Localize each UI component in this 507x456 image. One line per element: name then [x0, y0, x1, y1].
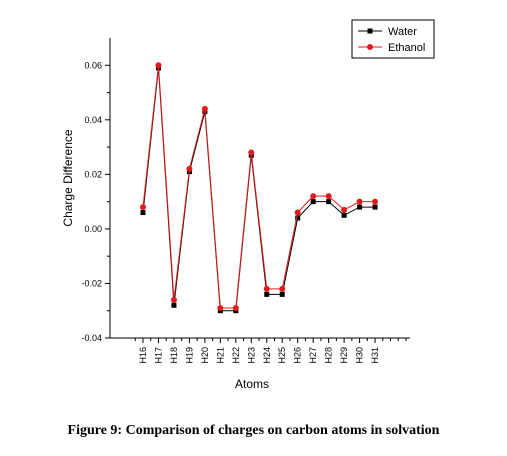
legend-box — [351, 19, 435, 59]
legend-label-water: Water — [388, 26, 417, 38]
x-tick-label: H30 — [355, 347, 365, 364]
x-tick-label: H17 — [153, 347, 163, 364]
y-tick-label: -0.04 — [81, 333, 102, 343]
data-point-ethanol — [155, 62, 162, 69]
series-line-ethanol — [142, 65, 376, 309]
data-point-ethanol — [232, 305, 239, 311]
series-line-water — [142, 67, 376, 312]
y-axis-title: Charge Difference — [61, 129, 75, 226]
data-point-ethanol — [279, 285, 286, 292]
legend-marker-water — [367, 28, 373, 34]
x-tick-label: H20 — [200, 347, 210, 364]
data-point-water — [310, 199, 316, 205]
x-tick-label: H26 — [293, 347, 303, 364]
data-point-ethanol — [341, 206, 348, 213]
legend-label-ethanol: Ethanol — [388, 42, 425, 54]
data-point-ethanol — [310, 193, 317, 200]
x-tick-label: H25 — [277, 347, 287, 364]
y-tick-label: 0.02 — [84, 169, 102, 179]
data-point-water — [341, 212, 347, 218]
x-tick-label: H29 — [339, 347, 349, 364]
x-axis-title: Atoms — [235, 377, 269, 391]
x-tick-label: H27 — [308, 347, 318, 364]
data-point-ethanol — [201, 105, 208, 112]
y-tick-label: -0.02 — [81, 278, 102, 288]
data-point-ethanol — [140, 204, 146, 211]
figure-caption: Figure 9: Comparison of charges on carbo… — [67, 423, 440, 438]
data-point-ethanol — [294, 209, 301, 216]
data-point-water — [264, 291, 270, 297]
data-point-water — [279, 291, 285, 297]
data-point-water — [372, 204, 378, 210]
data-point-ethanol — [248, 149, 255, 156]
data-point-water — [140, 210, 146, 216]
data-point-ethanol — [186, 165, 193, 172]
x-tick-label: H28 — [324, 347, 334, 364]
data-point-ethanol — [325, 193, 332, 200]
line-chart: -0.04 -0.02 0.00 0.02 0.04 0.06 H16 H17 H18 H19 H2… — [61, 19, 435, 391]
data-point-ethanol — [356, 198, 363, 205]
x-tick-label: H16 — [138, 347, 148, 364]
y-tick-label: 0.06 — [84, 60, 102, 70]
data-point-ethanol — [372, 198, 379, 205]
data-point-water — [357, 204, 363, 210]
data-point-ethanol — [263, 285, 270, 292]
x-tick-label: H31 — [370, 347, 380, 364]
data-point-ethanol — [217, 305, 224, 311]
data-point-water — [326, 199, 332, 205]
x-tick-label: H23 — [246, 347, 256, 364]
x-tick-label: H19 — [184, 347, 194, 364]
y-tick-label: 0.04 — [84, 115, 102, 125]
x-tick-label: H22 — [231, 347, 241, 364]
legend-marker-ethanol — [367, 44, 373, 50]
data-point-ethanol — [170, 296, 177, 303]
y-tick-label: 0.00 — [84, 224, 102, 234]
data-point-water — [295, 215, 301, 221]
x-tick-label: H21 — [215, 347, 225, 364]
x-tick-label: H18 — [169, 347, 179, 364]
data-point-water — [171, 302, 177, 308]
x-tick-label: H24 — [262, 347, 272, 364]
